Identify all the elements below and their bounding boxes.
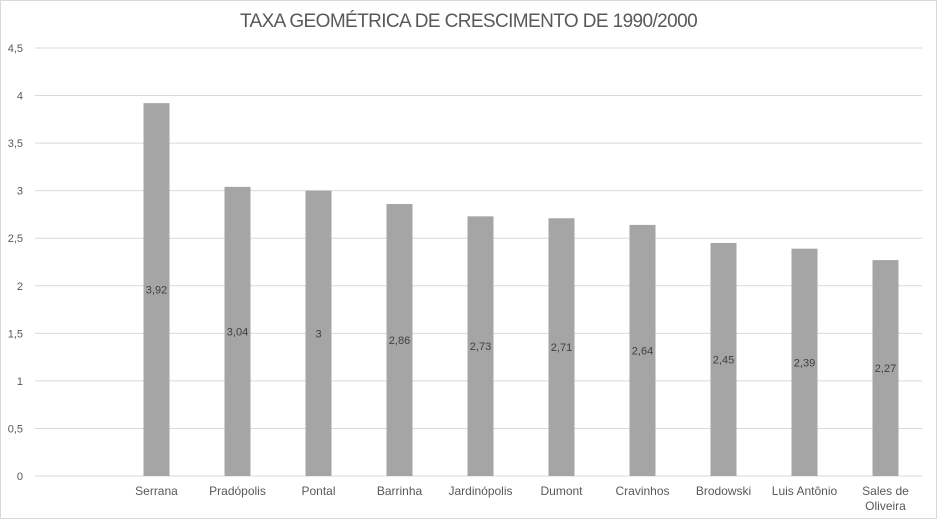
y-tick-label: 0,5 <box>8 423 23 435</box>
x-tick-label: Brodowski <box>696 484 751 498</box>
data-label: 2,64 <box>632 345 653 357</box>
x-tick-label: Pontal <box>301 484 335 498</box>
data-label: 2,86 <box>389 335 410 347</box>
y-tick-label: 1,5 <box>8 328 23 340</box>
bars <box>143 103 899 477</box>
x-tick-label: Barrinha <box>377 484 423 498</box>
y-tick-label: 4 <box>17 91 23 103</box>
data-label: 2,73 <box>470 341 491 353</box>
y-tick-label: 2 <box>17 281 23 293</box>
x-tick-label: Sales de Oliveira <box>862 484 909 513</box>
data-label: 3,92 <box>146 285 167 297</box>
x-tick-label: Jardinópolis <box>448 484 512 498</box>
bar <box>305 190 332 476</box>
x-tick-label: Dumont <box>540 484 583 498</box>
y-tick-label: 3,5 <box>8 138 23 150</box>
data-label: 2,27 <box>875 363 896 375</box>
x-tick-label: Pradópolis <box>209 484 266 498</box>
data-label: 2,45 <box>713 354 734 366</box>
chart-title: TAXA GEOMÉTRICA DE CRESCIMENTO DE 1990/2… <box>239 11 698 32</box>
data-label: 2,71 <box>551 342 572 354</box>
y-tick-label: 3 <box>17 186 23 198</box>
y-tick-label: 4,5 <box>8 43 23 55</box>
bar <box>386 203 413 476</box>
y-axis-ticks: 0 0,5 1 1,5 2 2,5 3 3,5 4 4,5 <box>8 43 23 483</box>
data-label: 3,04 <box>227 326 248 338</box>
y-tick-label: 0 <box>17 471 23 483</box>
data-labels: 3,92 3,04 3 2,86 2,73 2,71 2,64 2,45 2,39 2,27 <box>146 285 896 375</box>
bar <box>548 218 575 476</box>
x-axis-ticks: Serrana Pradópolis Pontal Barrinha Jardinópo… <box>135 484 909 513</box>
bar <box>143 103 170 477</box>
data-label: 2,39 <box>794 357 815 369</box>
bar <box>791 248 818 476</box>
x-tick-label: Luis Antônio <box>772 484 838 498</box>
bar <box>467 216 494 476</box>
data-label: 3 <box>315 328 321 340</box>
bar <box>224 186 251 476</box>
bar <box>872 260 899 476</box>
x-tick-label: Serrana <box>135 484 178 498</box>
y-tick-label: 2,5 <box>8 233 23 245</box>
bar <box>710 242 737 476</box>
y-tick-label: 1 <box>17 376 23 388</box>
x-tick-label: Cravinhos <box>615 484 669 498</box>
bar <box>629 224 656 476</box>
